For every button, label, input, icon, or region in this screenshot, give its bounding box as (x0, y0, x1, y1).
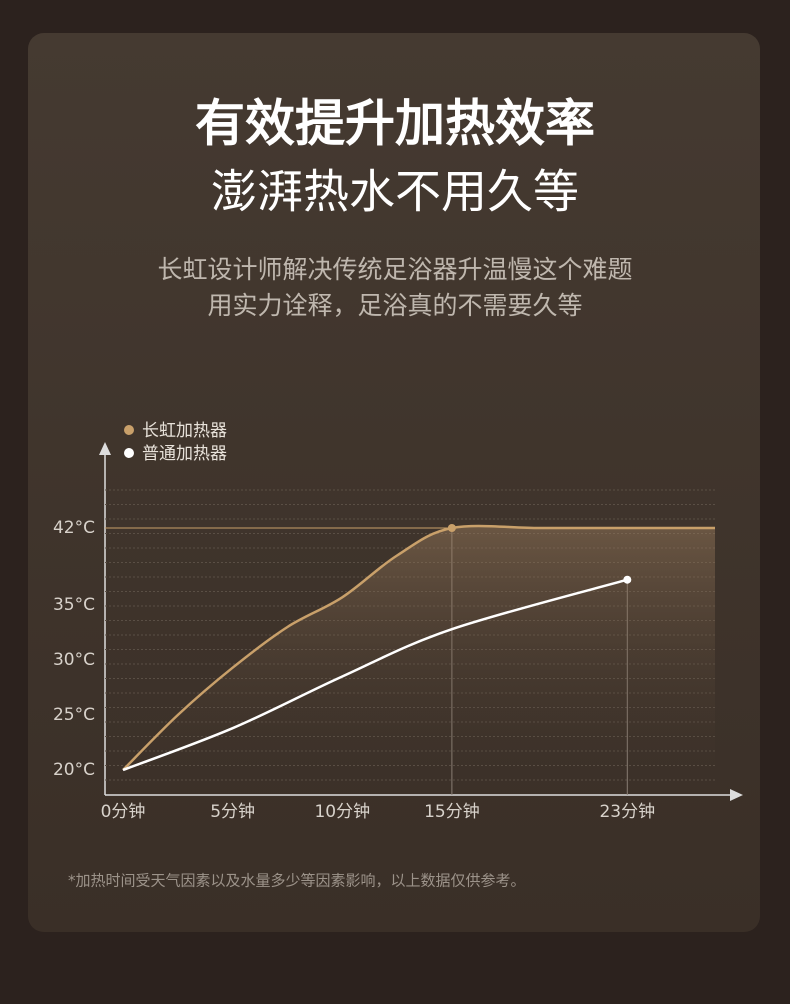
title: 澎湃热水不用久等 (211, 165, 579, 219)
y-tick-label: 35°C (53, 595, 95, 615)
footnote: *加热时间受天气因素以及水量多少等因素影响，以上数据仅供参考。 (68, 872, 526, 890)
area-fill (123, 525, 715, 795)
subtitle: 用实力诠释，足浴真的不需要久等 (207, 291, 582, 320)
x-tick-label: 15分钟 (424, 802, 480, 822)
title: 有效提升加热效率 (195, 95, 595, 153)
x-tick-label: 0分钟 (101, 802, 146, 822)
legend-label: 普通加热器 (142, 444, 227, 464)
legend-dot (124, 425, 134, 435)
x-tick-label: 23分钟 (599, 802, 655, 822)
legend-dot (124, 448, 134, 458)
y-tick-label: 20°C (53, 760, 95, 780)
y-arrow (99, 442, 111, 455)
y-tick-label: 25°C (53, 705, 95, 725)
legend-label: 长虹加热器 (142, 421, 227, 441)
end-point (447, 524, 456, 532)
end-point (623, 575, 632, 584)
x-tick-label: 5分钟 (210, 802, 255, 822)
y-tick-label: 30°C (53, 650, 95, 670)
series-line (122, 524, 715, 771)
series-line (122, 578, 628, 772)
x-arrow (730, 789, 743, 801)
x-tick-label: 10分钟 (314, 802, 370, 822)
subtitle: 长虹设计师解决传统足浴器升温慢这个难题 (157, 255, 632, 284)
y-tick-label: 42°C (53, 518, 95, 538)
